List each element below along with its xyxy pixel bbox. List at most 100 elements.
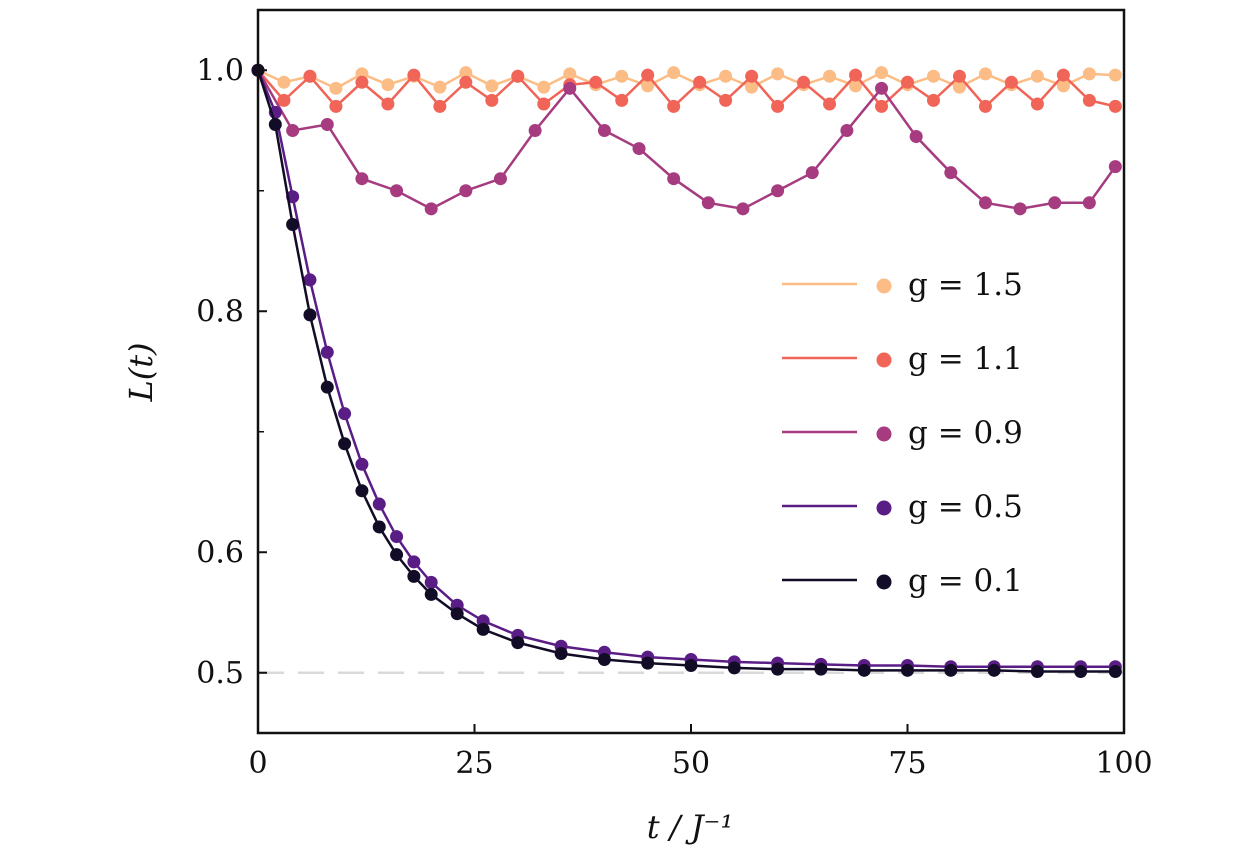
data-point [952, 69, 966, 83]
data-point [320, 117, 334, 131]
series-2 [251, 63, 1122, 216]
data-point [771, 662, 785, 676]
legend-marker-swatch [876, 574, 892, 590]
data-point [286, 217, 300, 231]
data-point [459, 184, 473, 198]
data-point [1056, 68, 1070, 82]
data-point [554, 646, 568, 660]
data-point [944, 166, 958, 180]
data-point [268, 117, 282, 131]
x-tick-label: 50 [672, 746, 710, 781]
data-point [303, 273, 317, 287]
data-point [701, 196, 715, 210]
legend-item: g = 0.5 [782, 489, 1023, 525]
data-point [840, 124, 854, 137]
data-point [814, 662, 828, 676]
data-point [485, 79, 499, 93]
data-point [1082, 67, 1096, 81]
data-point [277, 75, 291, 89]
data-point [329, 81, 343, 95]
data-point [355, 172, 369, 186]
x-tick-label: 25 [455, 746, 493, 781]
data-point [355, 75, 369, 89]
series-4 [251, 63, 1122, 679]
data-point [771, 67, 785, 81]
data-point [771, 99, 785, 113]
data-point [1056, 79, 1070, 93]
data-point [805, 166, 819, 180]
series-line [256, 69, 1116, 673]
data-point [537, 80, 551, 94]
data-point [338, 437, 352, 451]
data-point [1030, 69, 1044, 83]
data-point [667, 172, 681, 186]
series-line [256, 69, 1116, 668]
data-point [823, 97, 837, 111]
data-point [424, 587, 438, 601]
legend-item: g = 1.1 [782, 341, 1023, 377]
y-tick-label: 0.6 [196, 535, 244, 570]
data-point [736, 202, 750, 216]
legend-label: g = 1.5 [908, 267, 1023, 303]
data-point [563, 81, 577, 95]
plot-series [251, 63, 1122, 679]
x-axis: 0 25 50 75 100 [248, 724, 1153, 781]
data-point [1082, 196, 1096, 210]
data-point [901, 75, 914, 89]
data-point [978, 196, 992, 210]
data-point [849, 79, 863, 93]
data-point [641, 68, 655, 82]
x-tick-label: 100 [1095, 746, 1152, 781]
data-point [926, 93, 940, 107]
data-point [355, 457, 369, 471]
data-point [1082, 93, 1096, 107]
legend-item: g = 0.1 [782, 563, 1023, 599]
y-tick-label: 0.5 [196, 656, 244, 691]
data-point [459, 66, 473, 80]
data-point [952, 80, 966, 94]
data-point [667, 66, 681, 80]
data-point [901, 663, 914, 677]
series-0 [251, 63, 1122, 95]
data-point [424, 202, 438, 216]
data-point [511, 69, 525, 83]
data-point [719, 69, 733, 83]
data-point [978, 99, 992, 113]
data-point [667, 99, 681, 113]
data-point [978, 67, 992, 81]
legend: g = 1.5 g = 1.1 g = 0.9 g = 0.5 g = 0.1 [782, 267, 1023, 599]
data-point [1004, 75, 1018, 89]
x-tick-label: 75 [888, 746, 926, 781]
legend-label: g = 1.1 [908, 341, 1023, 377]
data-point [875, 66, 889, 80]
data-point [320, 380, 334, 394]
data-point [390, 548, 404, 562]
series-line [256, 69, 1117, 211]
data-point [909, 130, 923, 144]
legend-item: g = 0.9 [782, 415, 1023, 451]
data-point [926, 69, 940, 83]
data-point [875, 81, 889, 95]
data-point [597, 124, 611, 137]
data-point [693, 75, 707, 89]
data-point [1048, 196, 1062, 210]
data-point [338, 407, 352, 421]
y-tick-label: 0.8 [196, 294, 244, 329]
legend-label: g = 0.9 [908, 415, 1023, 451]
data-point [632, 142, 646, 156]
data-point [407, 569, 421, 583]
data-point [719, 93, 733, 107]
data-point [1074, 665, 1088, 679]
legend-marker-swatch [876, 426, 892, 442]
series-line [257, 69, 1116, 90]
data-point [381, 97, 395, 111]
legend-marker-swatch [876, 278, 892, 294]
data-point [286, 124, 300, 137]
data-point [493, 172, 507, 186]
y-axis: 0.5 0.6 0.8 1.0 [196, 53, 267, 691]
data-point [329, 99, 343, 113]
data-point [381, 78, 395, 92]
data-point [277, 93, 291, 107]
data-point [433, 80, 447, 94]
